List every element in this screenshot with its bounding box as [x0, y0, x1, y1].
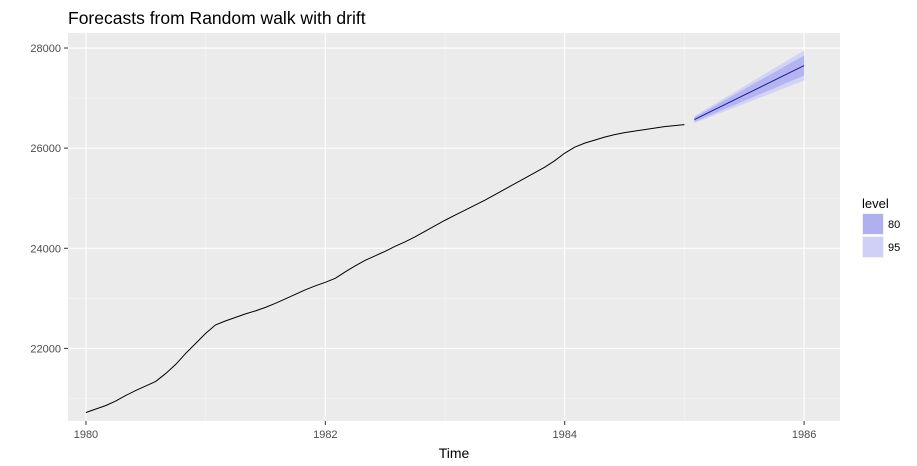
axis-tick-labels: 1980 1982 1984 1986 22000 24000 26000 28000	[30, 43, 816, 441]
x-tick-label: 1984	[552, 429, 576, 441]
band-80	[694, 55, 805, 122]
major-gridlines	[68, 33, 840, 421]
series-lines	[85, 65, 805, 413]
chart-title: Forecasts from Random walk with drift	[68, 8, 366, 28]
y-tick-label: 28000	[30, 43, 61, 55]
axis-ticks	[64, 47, 805, 425]
prediction-bands	[694, 50, 805, 124]
x-tick-label: 1982	[313, 429, 337, 441]
plot-panel	[68, 33, 840, 421]
y-tick-label: 26000	[30, 143, 61, 155]
legend-label-95: 95	[888, 242, 900, 254]
forecast-series-line	[694, 65, 805, 121]
legend: level 80 95	[862, 196, 900, 258]
x-tick-label: 1986	[792, 429, 816, 441]
x-axis-title: Time	[439, 445, 470, 461]
minor-gridlines	[68, 33, 840, 421]
x-tick-label: 1980	[74, 429, 98, 441]
legend-swatch-95	[863, 237, 883, 257]
legend-label-80: 80	[888, 219, 900, 231]
observed-series-line	[85, 124, 685, 413]
y-tick-label: 22000	[30, 343, 61, 355]
legend-title: level	[862, 196, 889, 211]
y-tick-label: 24000	[30, 243, 61, 255]
legend-swatch-80	[863, 214, 883, 234]
